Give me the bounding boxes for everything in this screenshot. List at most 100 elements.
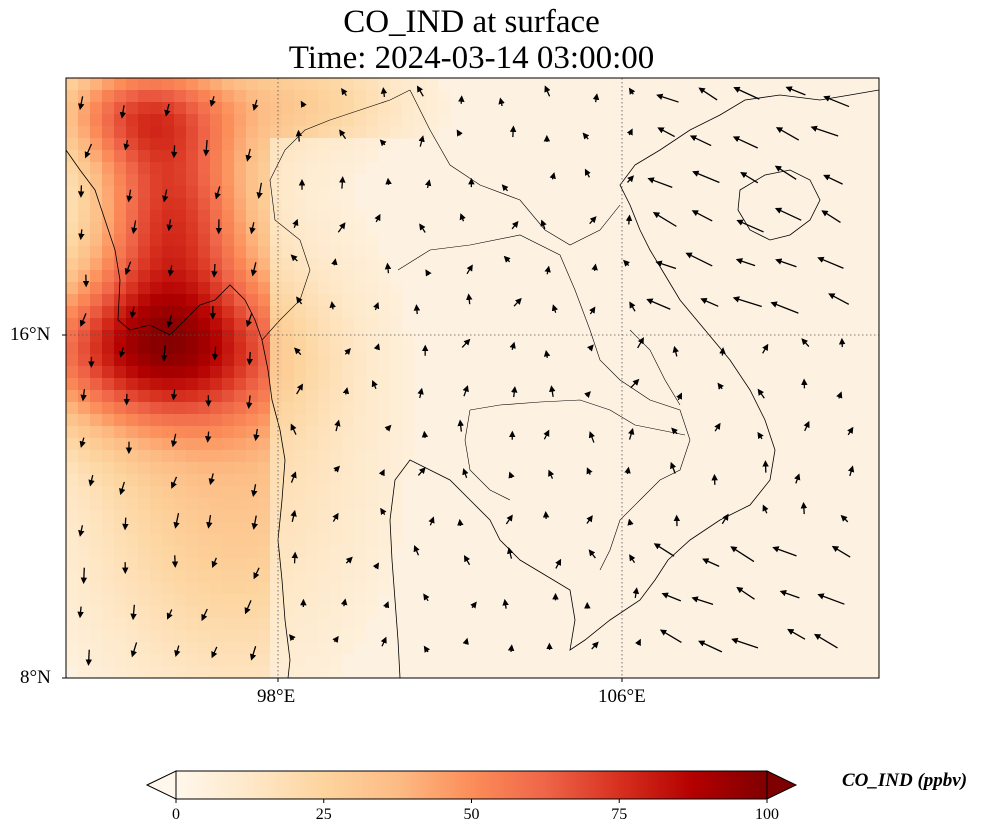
concentration-cell	[210, 510, 223, 523]
concentration-cell	[318, 582, 331, 595]
concentration-cell	[162, 138, 175, 151]
concentration-cell	[138, 606, 151, 619]
concentration-cell	[210, 150, 223, 163]
concentration-cell	[90, 150, 103, 163]
concentration-cell	[318, 630, 331, 643]
concentration-cell	[282, 366, 295, 379]
concentration-cell	[330, 354, 343, 367]
wind-arrow	[253, 428, 260, 442]
concentration-cell	[78, 414, 91, 427]
concentration-cell	[102, 198, 115, 211]
concentration-cell	[330, 606, 343, 619]
wind-arrow	[800, 501, 808, 515]
concentration-cell	[78, 174, 91, 187]
concentration-cell	[78, 546, 91, 559]
concentration-cell	[258, 654, 271, 667]
concentration-cell	[318, 546, 331, 559]
concentration-cell	[366, 462, 379, 475]
map-area	[66, 78, 879, 678]
wind-arrow	[371, 380, 378, 390]
concentration-cell	[186, 522, 199, 535]
concentration-cell	[258, 174, 271, 187]
concentration-cell	[342, 78, 355, 91]
wind-arrow	[208, 473, 215, 486]
concentration-cell	[150, 354, 163, 367]
concentration-cell	[210, 282, 223, 295]
concentration-cell	[378, 582, 391, 595]
concentration-cell	[174, 438, 187, 451]
concentration-cell	[138, 618, 151, 631]
concentration-cell	[222, 498, 235, 511]
concentration-cell	[414, 126, 427, 139]
concentration-cell	[294, 474, 307, 487]
concentration-cell	[342, 102, 355, 115]
concentration-cell	[378, 306, 391, 319]
concentration-cell	[102, 174, 115, 187]
concentration-cell	[90, 654, 103, 667]
concentration-cell	[366, 546, 379, 559]
concentration-cell	[66, 330, 79, 343]
concentration-cell	[114, 186, 127, 199]
concentration-cell	[102, 570, 115, 583]
concentration-cell	[174, 138, 187, 151]
concentration-cell	[162, 582, 175, 595]
concentration-cell	[102, 594, 115, 607]
concentration-cell	[66, 618, 79, 631]
concentration-cell	[258, 354, 271, 367]
concentration-cell	[234, 594, 247, 607]
concentration-cell	[210, 246, 223, 259]
concentration-cell	[102, 258, 115, 271]
concentration-cell	[78, 366, 91, 379]
concentration-cell	[330, 570, 343, 583]
wind-arrow	[632, 587, 640, 599]
concentration-cell	[282, 174, 295, 187]
concentration-cell	[150, 498, 163, 511]
concentration-cell	[174, 534, 187, 547]
concentration-cell	[306, 246, 319, 259]
concentration-cell	[174, 402, 187, 415]
wind-arrow	[425, 269, 432, 277]
concentration-cell	[270, 474, 283, 487]
concentration-cell	[186, 570, 199, 583]
concentration-cell	[258, 630, 271, 643]
concentration-cell	[126, 438, 139, 451]
concentration-cell	[222, 330, 235, 343]
concentration-cell	[258, 222, 271, 235]
concentration-cell	[342, 366, 355, 379]
concentration-cell	[114, 546, 127, 559]
concentration-cell	[294, 102, 307, 115]
wind-arrow	[249, 222, 256, 235]
concentration-cell	[174, 450, 187, 463]
concentration-cell	[258, 462, 271, 475]
concentration-cell	[438, 90, 451, 103]
wind-arrow	[211, 346, 219, 361]
concentration-cell	[306, 234, 319, 247]
concentration-cell	[234, 558, 247, 571]
concentration-cell	[318, 642, 331, 655]
concentration-cell	[114, 222, 127, 235]
concentration-cell	[174, 666, 187, 678]
concentration-cell	[246, 522, 259, 535]
concentration-cell	[366, 78, 379, 91]
concentration-cell	[198, 630, 211, 643]
concentration-cell	[210, 618, 223, 631]
concentration-cell	[270, 630, 283, 643]
concentration-cell	[210, 450, 223, 463]
concentration-cell	[342, 414, 355, 427]
concentration-cell	[174, 150, 187, 163]
concentration-cell	[162, 150, 175, 163]
concentration-cell	[78, 582, 91, 595]
concentration-cell	[186, 114, 199, 127]
wind-arrow	[378, 469, 385, 477]
concentration-cell	[186, 78, 199, 91]
concentration-cell	[162, 546, 175, 559]
concentration-cell	[330, 282, 343, 295]
concentration-cell	[162, 594, 175, 607]
concentration-cell	[390, 318, 403, 331]
concentration-cell	[330, 450, 343, 463]
concentration-cell	[318, 102, 331, 115]
concentration-cell	[342, 582, 355, 595]
concentration-cell	[198, 210, 211, 223]
concentration-cell	[90, 246, 103, 259]
concentration-cell	[318, 654, 331, 667]
